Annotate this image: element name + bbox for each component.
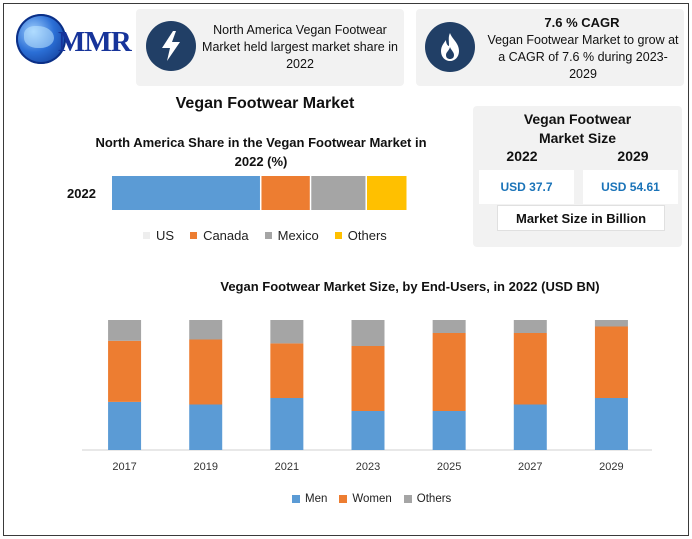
- bar-women-2017: [108, 340, 142, 402]
- legend-item-others: Others: [334, 228, 387, 243]
- bar-women-2027: [513, 333, 547, 405]
- legend-swatch-women: [339, 495, 348, 503]
- bar-others-2017: [108, 320, 142, 341]
- bar-women-2019: [189, 339, 223, 405]
- x-tick-label: 2019: [193, 461, 217, 473]
- legend-item-men: Men: [292, 493, 327, 505]
- x-tick-label: 2025: [437, 461, 461, 473]
- share-chart: 2022: [67, 176, 407, 210]
- end-users-legend: Men Women Others: [292, 493, 467, 505]
- legend-swatch-canada: [190, 232, 198, 239]
- bar-others-2021: [270, 320, 304, 344]
- bar-men-2027: [513, 404, 547, 450]
- bar-men-2017: [108, 401, 142, 450]
- main-title: Vegan Footwear Market: [175, 95, 355, 112]
- lightning-icon: [146, 21, 196, 71]
- legend-swatch-mexico: [264, 232, 272, 239]
- legend-label-others: Others: [347, 228, 387, 243]
- bar-others-2023: [351, 320, 385, 346]
- legend-label-women: Women: [352, 493, 392, 505]
- bar-others-2019: [189, 320, 223, 340]
- x-tick-label: 2029: [599, 461, 623, 473]
- market-size-unit: Market Size in Billion: [497, 205, 665, 231]
- legend-label-men: Men: [305, 493, 328, 505]
- legend-label-mexico: Mexico: [277, 228, 319, 243]
- legend-label-canada: Canada: [203, 228, 249, 243]
- legend-item-us: US: [143, 228, 174, 243]
- cagr-text: Vegan Footwear Market to grow at a CAGR …: [487, 33, 679, 81]
- cagr-card: 7.6 % CAGR Vegan Footwear Market to grow…: [416, 9, 684, 86]
- legend-item-end-users-others: Others: [403, 493, 452, 505]
- legend-swatch-men: [292, 495, 300, 503]
- globe-icon: [16, 14, 66, 64]
- bar-men-2025: [432, 411, 466, 450]
- mmr-logo: MMR: [10, 10, 136, 70]
- end-users-chart-title: Vegan Footwear Market Size, by End-Users…: [220, 279, 600, 294]
- legend-item-women: Women: [339, 493, 392, 505]
- bar-others-2029: [594, 320, 628, 327]
- market-size-title: Vegan Footwear Market Size: [523, 111, 632, 146]
- north-america-text: North America Vegan Footwear Market held…: [202, 23, 398, 71]
- share-legend: US Canada Mexico Others: [143, 228, 403, 243]
- north-america-card: North America Vegan Footwear Market held…: [136, 9, 404, 86]
- bar-others-2027: [513, 320, 547, 333]
- bar-segment-mexico: [311, 176, 366, 210]
- flame-icon: [425, 22, 475, 72]
- bar-women-2021: [270, 343, 304, 398]
- bar-segment-canada: [261, 176, 310, 210]
- bar-men-2021: [270, 398, 304, 450]
- bar-women-2025: [432, 333, 466, 411]
- legend-label-us: US: [156, 228, 175, 243]
- bar-segment-us: [112, 176, 260, 210]
- value-2022: USD 37.7: [479, 170, 574, 204]
- legend-item-canada: Canada: [190, 228, 249, 243]
- year-2022-label: 2022: [506, 148, 538, 164]
- year-2029-label: 2029: [617, 148, 649, 164]
- legend-swatch-us: [143, 232, 150, 239]
- bar-men-2023: [351, 411, 385, 450]
- logo-text: MMR: [58, 26, 132, 58]
- share-chart-title: North America Share in the Vegan Footwea…: [95, 135, 427, 169]
- bar-others-2025: [432, 320, 466, 333]
- x-tick-label: 2021: [275, 461, 299, 473]
- legend-item-mexico: Mexico: [264, 228, 319, 243]
- legend-swatch-others: [334, 232, 342, 239]
- x-tick-label: 2017: [112, 461, 136, 473]
- legend-label-end-users-others: Others: [416, 493, 452, 505]
- bar-segment-others: [366, 176, 407, 210]
- bar-women-2029: [594, 326, 628, 398]
- category-label: 2022: [67, 186, 96, 201]
- value-2029: USD 54.61: [583, 170, 678, 204]
- bar-men-2019: [189, 404, 223, 450]
- x-tick-label: 2027: [518, 461, 542, 473]
- bar-women-2023: [351, 346, 385, 411]
- end-users-chart: 2017 2019 2021 2023 2025 2027 2029: [82, 320, 652, 473]
- x-tick-label: 2023: [356, 461, 380, 473]
- market-size-box: Vegan Footwear Market Size 2022 2029 USD…: [473, 106, 682, 247]
- legend-swatch-end-users-others: [403, 495, 412, 503]
- cagr-title: 7.6 % CAGR: [544, 15, 620, 30]
- bar-men-2029: [594, 398, 628, 450]
